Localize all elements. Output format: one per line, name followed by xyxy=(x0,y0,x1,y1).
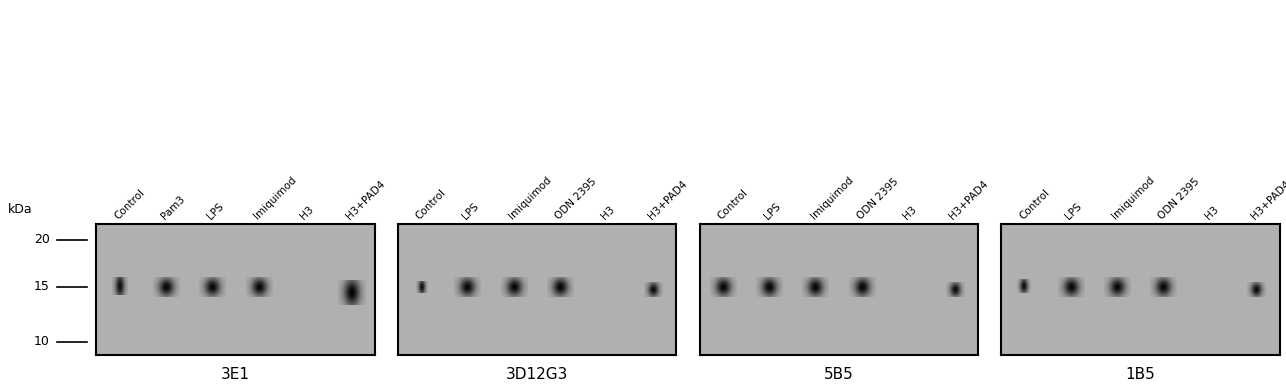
Text: Control: Control xyxy=(113,187,147,221)
Text: Imiquimod: Imiquimod xyxy=(809,175,855,221)
Text: LPS: LPS xyxy=(460,201,481,221)
Text: 10: 10 xyxy=(33,335,49,349)
Text: H3: H3 xyxy=(1202,204,1220,221)
Text: Imiquimod: Imiquimod xyxy=(252,175,298,221)
Text: Control: Control xyxy=(716,187,750,221)
Text: ODN 2395: ODN 2395 xyxy=(553,176,598,221)
Text: Pam3: Pam3 xyxy=(159,194,186,221)
Text: ODN 2395: ODN 2395 xyxy=(1156,176,1201,221)
Text: 5B5: 5B5 xyxy=(824,367,854,382)
Text: LPS: LPS xyxy=(206,201,225,221)
Text: H3+PAD4: H3+PAD4 xyxy=(345,179,387,221)
Text: 1B5: 1B5 xyxy=(1125,367,1155,382)
Text: ODN 2395: ODN 2395 xyxy=(855,176,900,221)
Text: H3: H3 xyxy=(599,204,617,221)
Text: kDa: kDa xyxy=(8,203,32,216)
Text: H3+PAD4: H3+PAD4 xyxy=(646,179,689,221)
Text: 3D12G3: 3D12G3 xyxy=(505,367,568,382)
Text: Imiquimod: Imiquimod xyxy=(1110,175,1156,221)
Text: 3E1: 3E1 xyxy=(221,367,251,382)
Text: 20: 20 xyxy=(33,233,49,246)
Text: H3: H3 xyxy=(901,204,918,221)
Text: Imiquimod: Imiquimod xyxy=(507,175,553,221)
Text: 15: 15 xyxy=(33,280,49,293)
Text: LPS: LPS xyxy=(763,201,782,221)
Text: Control: Control xyxy=(414,187,448,221)
Text: H3+PAD4: H3+PAD4 xyxy=(948,179,990,221)
Text: LPS: LPS xyxy=(1064,201,1084,221)
Text: Control: Control xyxy=(1017,187,1051,221)
Text: H3+PAD4: H3+PAD4 xyxy=(1249,179,1286,221)
Text: H3: H3 xyxy=(298,204,315,221)
